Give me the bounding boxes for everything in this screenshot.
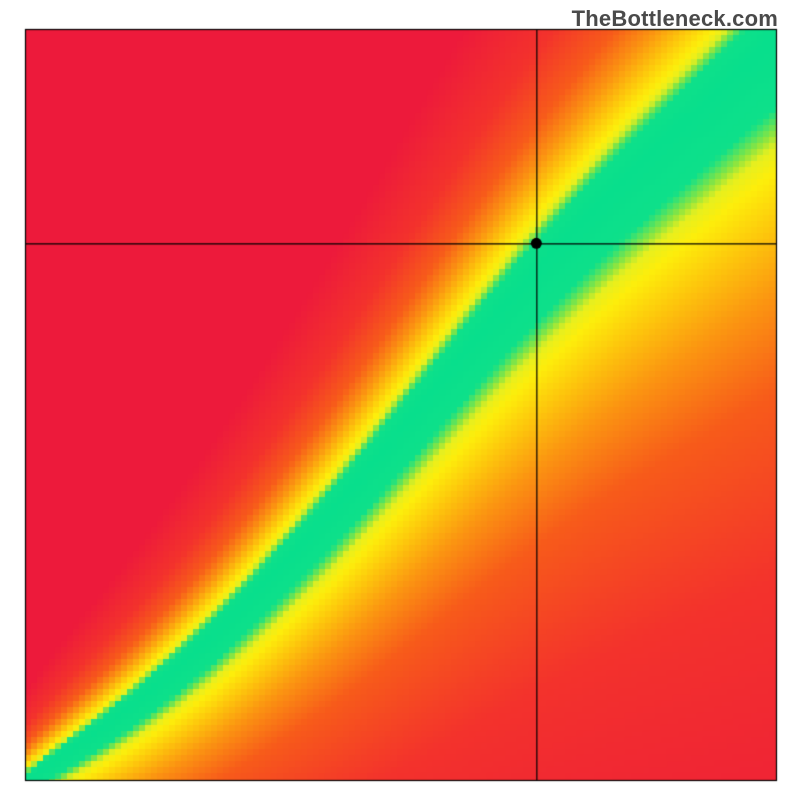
bottleneck-chart: { "meta": { "watermark_text": "TheBottle… (0, 0, 800, 800)
heatmap-canvas (0, 0, 800, 800)
watermark-text: TheBottleneck.com (572, 6, 778, 32)
